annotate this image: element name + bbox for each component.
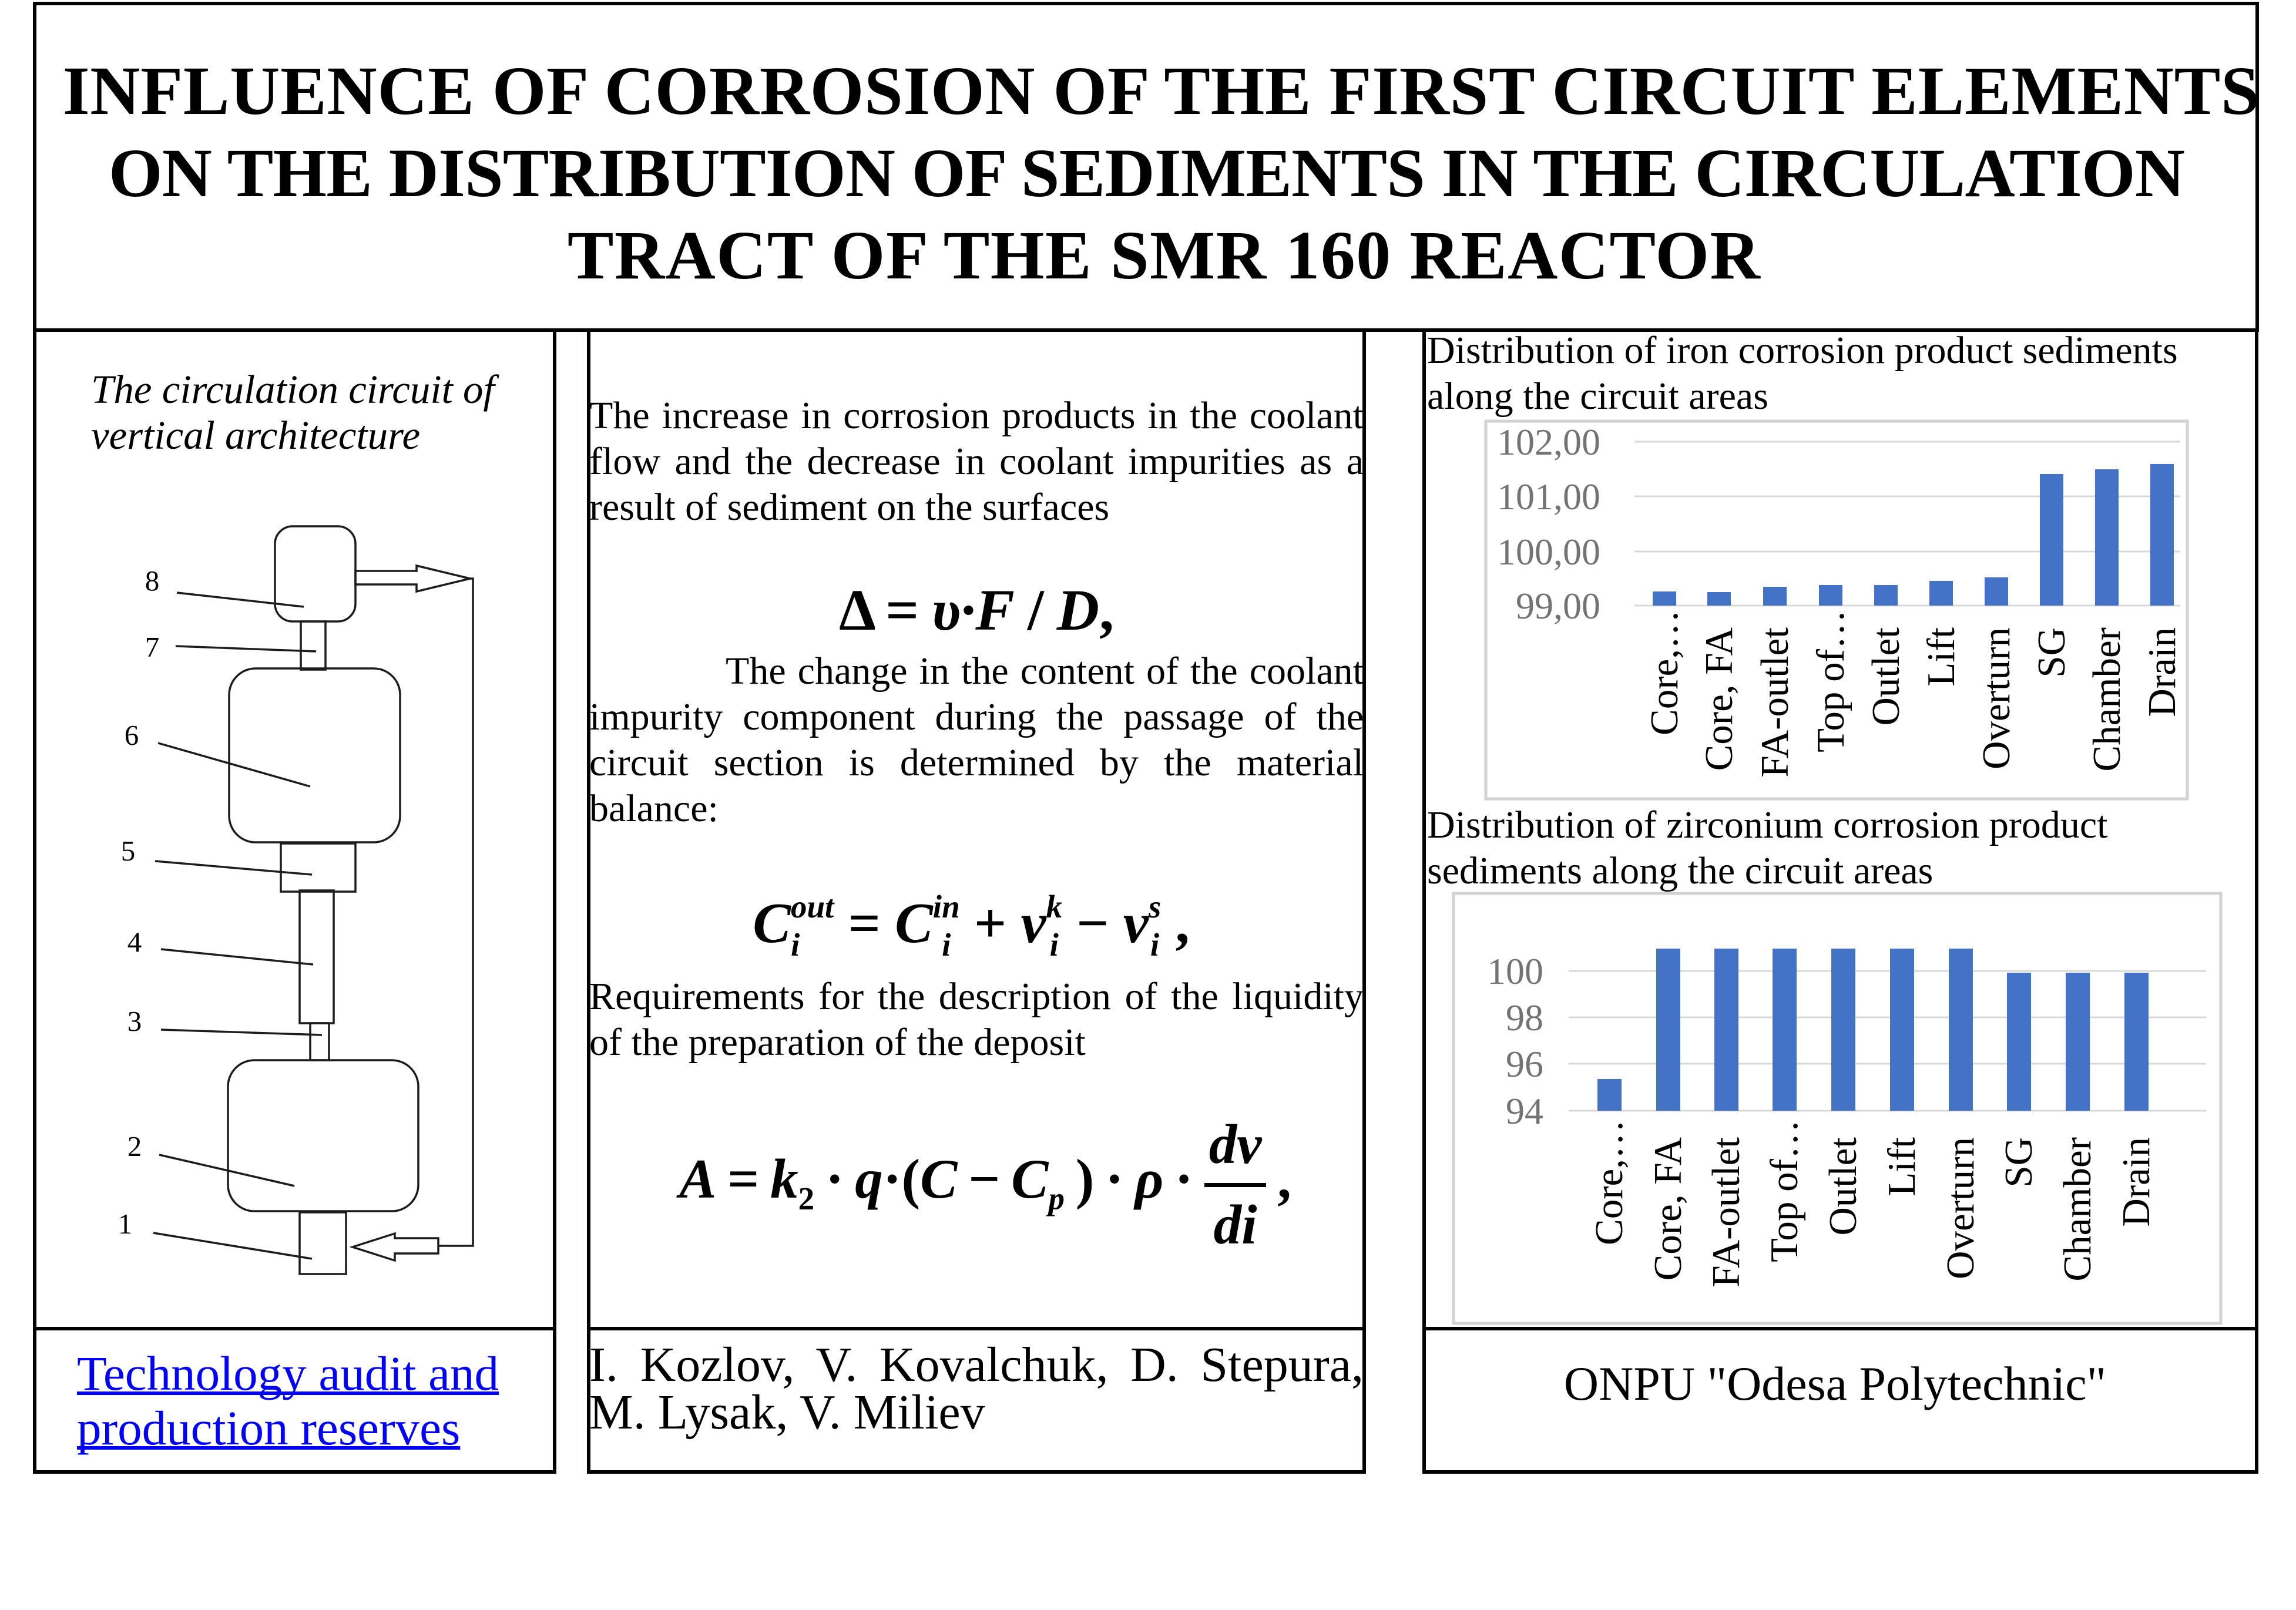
svg-text:FA-outlet: FA-outlet	[1753, 627, 1797, 778]
svg-text:Top of…: Top of…	[1763, 1120, 1806, 1262]
svg-text:Outlet: Outlet	[1821, 1137, 1865, 1236]
svg-text:3: 3	[127, 1005, 142, 1037]
svg-text:Overturn: Overturn	[1939, 1137, 1982, 1279]
svg-text:5: 5	[121, 835, 136, 867]
svg-text:96: 96	[1506, 1043, 1543, 1085]
svg-text:6: 6	[125, 719, 139, 751]
svg-text:8: 8	[145, 564, 160, 597]
svg-text:Core, FA: Core, FA	[1697, 627, 1741, 771]
svg-text:Top of…: Top of…	[1809, 610, 1852, 752]
svg-text:94: 94	[1506, 1090, 1543, 1132]
svg-text:100: 100	[1487, 950, 1543, 992]
svg-text:Overturn: Overturn	[1975, 627, 2018, 769]
svg-text:SG: SG	[1997, 1137, 2040, 1188]
svg-text:2: 2	[127, 1130, 142, 1162]
svg-text:4: 4	[127, 926, 142, 958]
svg-text:101,00: 101,00	[1497, 476, 1600, 517]
svg-text:Core, FA: Core, FA	[1646, 1137, 1690, 1280]
svg-text:Chamber: Chamber	[2085, 627, 2129, 772]
svg-text:Core,…: Core,…	[1587, 1120, 1631, 1245]
svg-text:FA-outlet: FA-outlet	[1704, 1137, 1748, 1288]
svg-text:98: 98	[1506, 997, 1543, 1038]
svg-text:7: 7	[145, 631, 160, 663]
svg-text:Lift: Lift	[1880, 1137, 1924, 1196]
svg-text:99,00: 99,00	[1516, 585, 1600, 627]
svg-text:Drain: Drain	[2140, 627, 2184, 717]
svg-text:Chamber: Chamber	[2056, 1137, 2099, 1282]
svg-text:Outlet: Outlet	[1864, 627, 1908, 726]
svg-text:Lift: Lift	[1919, 627, 1963, 687]
svg-text:Core,…: Core,…	[1643, 610, 1686, 735]
svg-text:Drain: Drain	[2114, 1137, 2158, 1227]
svg-text:SG: SG	[2030, 627, 2073, 678]
svg-text:102,00: 102,00	[1497, 421, 1600, 463]
svg-text:1: 1	[118, 1208, 133, 1240]
svg-text:100,00: 100,00	[1497, 531, 1600, 573]
